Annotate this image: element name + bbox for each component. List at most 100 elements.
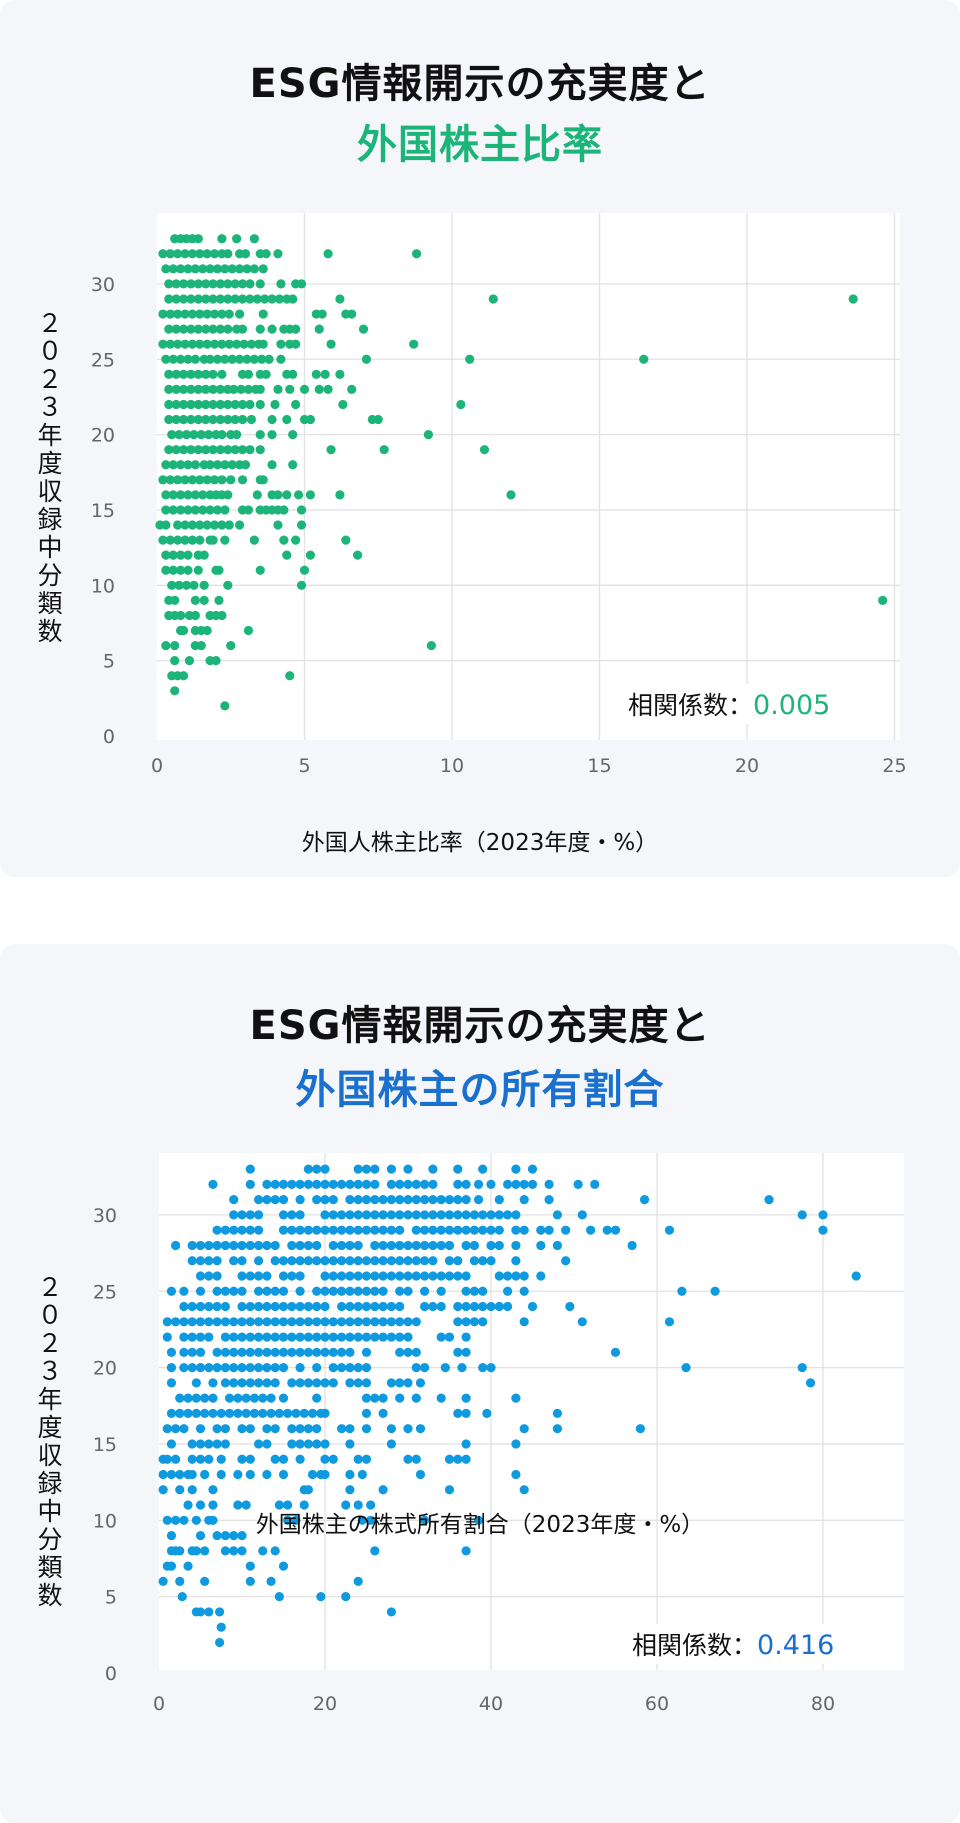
data-point [237,324,248,334]
data-point [273,249,283,259]
data-point [639,1195,650,1205]
data-point [296,520,307,530]
data-point [176,565,186,575]
data-point [314,324,324,334]
x-tick-label: 60 [645,1693,669,1715]
correlation-label: 相関係数： [628,691,754,720]
data-point [345,1195,355,1205]
data-point [186,384,196,394]
data-point [295,1240,305,1251]
data-point [291,1408,301,1419]
data-point [165,249,175,259]
data-point [168,354,178,364]
data-point [204,1439,214,1449]
data-point [186,279,196,289]
data-point [395,1393,405,1403]
data-point [440,1363,450,1373]
data-point [461,1454,471,1464]
data-point [179,1363,189,1373]
data-point [378,1301,388,1312]
data-point [224,520,234,530]
data-point [243,369,254,379]
data-point [494,1210,504,1220]
data-point [212,1530,222,1541]
data-point [478,1301,488,1312]
y-tick-label: 5 [105,1587,117,1609]
data-point [176,610,186,621]
chart-title-line1: ESG情報開示の充実度と [249,1003,711,1049]
data-point [178,671,189,681]
data-point [173,309,183,319]
data-point [519,1485,529,1495]
data-point [208,294,218,304]
data-point [299,1408,309,1419]
data-point [347,384,357,394]
data-point [278,1332,289,1342]
data-point [341,535,351,545]
data-point [461,1210,471,1220]
data-point [316,1592,326,1602]
data-point [328,1363,338,1373]
data-point [411,1454,421,1464]
data-point [278,1393,289,1403]
data-point [212,460,223,470]
data-point [287,1378,297,1388]
data-point [245,1301,255,1312]
data-point [245,1424,255,1434]
data-point [186,294,196,304]
data-point [320,1469,330,1480]
data-point [347,309,357,319]
y-tick-label: 30 [91,274,115,296]
x-tick-label: 0 [151,755,163,777]
data-point [195,1454,206,1464]
data-point [436,1225,446,1235]
data-point [423,430,433,440]
data-point [386,1256,396,1266]
data-point [453,1256,463,1266]
data-point [243,625,254,636]
data-point [461,1179,471,1189]
data-point [323,384,333,394]
data-point [303,1256,313,1266]
data-point [461,1195,471,1205]
data-point [291,324,301,334]
data-point [183,1393,193,1403]
data-point [187,1454,197,1464]
data-point [193,234,203,244]
data-point [237,1256,247,1266]
data-point [436,1301,446,1312]
data-point [220,264,230,274]
data-point [486,1240,496,1251]
data-point [229,1378,239,1388]
data-point [345,1256,355,1266]
data-point [295,1378,305,1388]
data-point [345,1286,355,1296]
data-point [267,414,277,425]
data-point [503,1301,513,1312]
data-point [220,1439,230,1449]
data-point [202,520,212,530]
data-point [386,1301,396,1312]
data-point [198,490,208,500]
data-point [270,1317,280,1327]
data-point [235,264,245,274]
data-point [233,1469,243,1480]
data-point [198,505,208,515]
data-point [270,1363,280,1373]
y-tick-label: 0 [103,726,115,748]
data-point [187,1256,197,1266]
data-point [187,1363,197,1373]
data-point [258,1546,268,1556]
data-point [478,1286,488,1296]
data-point [165,535,175,545]
data-point [486,1225,496,1235]
y-tick-label: 15 [93,1434,117,1456]
data-point [254,1210,264,1220]
data-point [370,1546,380,1556]
data-point [395,1286,405,1296]
data-point [395,1210,405,1220]
data-point [312,1179,322,1189]
correlation-value: 0.416 [757,1630,835,1661]
scatter-plot: 0 5 10 15 20 25 0 5 10 15 20 25 30 [91,213,907,777]
data-point [262,1195,272,1205]
